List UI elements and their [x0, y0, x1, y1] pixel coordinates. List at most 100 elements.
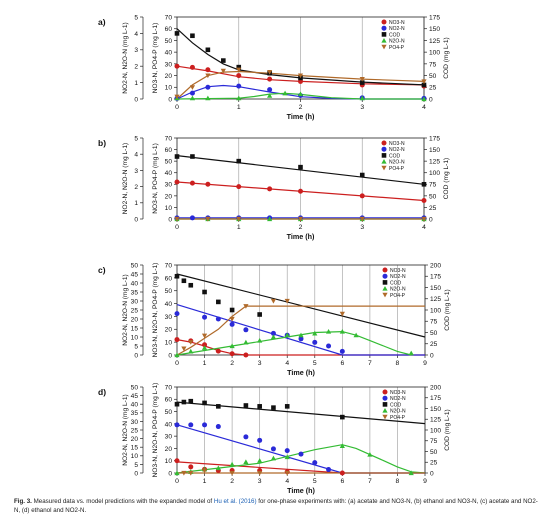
y-outer-tick-label: 50 [131, 384, 139, 391]
legend-entry: NO3-N [390, 268, 406, 274]
y-outer-tick-label: 40 [131, 280, 139, 287]
y-right-tick-label: 0 [429, 216, 433, 223]
data-point-cod [205, 47, 211, 53]
legend-entry: NO2-N [390, 396, 406, 402]
x-tick-label: 8 [396, 478, 400, 485]
data-point-po4-p [267, 69, 273, 75]
data-point-n2o-n [297, 91, 304, 97]
data-point-n2o-n [282, 90, 288, 96]
data-point-cod [236, 64, 242, 70]
y-outer-tick-label: 0 [134, 352, 138, 359]
y-right-tick-label: 175 [430, 274, 441, 281]
y-right-tick-label: 75 [430, 319, 438, 326]
data-point-cod [359, 80, 365, 85]
y-inner-tick-label: 40 [165, 301, 173, 308]
y-inner-tick-label: 0 [168, 470, 172, 477]
y-inner-tick-label: 30 [165, 434, 173, 441]
x-tick-label: 7 [368, 478, 372, 485]
data-point-cod [188, 282, 194, 288]
legend-entry: PO4-P [389, 45, 405, 51]
x-tick-label: 4 [285, 478, 289, 485]
y-outer-tick-label: 1 [134, 200, 138, 207]
y-outer-tick-label: 0 [134, 216, 138, 223]
data-point-po4-p [201, 468, 208, 474]
y-right-tick-label: 125 [430, 296, 441, 303]
x-tick-label: 2 [230, 360, 234, 367]
legend-entry: N2O-N [389, 160, 405, 166]
data-point-no3-n [267, 186, 273, 192]
data-point-n2o-n [339, 443, 345, 449]
y-inner-tick-label: 40 [165, 170, 173, 177]
data-point-po4-p [236, 67, 242, 73]
data-point-n2o-n [236, 95, 242, 101]
x-tick-label: 9 [423, 478, 427, 485]
model-line-n2o-n [176, 330, 412, 356]
y-inner-tick-label: 60 [165, 26, 173, 33]
data-point-no2-n [243, 327, 249, 333]
data-point-no2-n [243, 434, 249, 440]
y-inner-tick-label: 70 [165, 262, 173, 269]
x-tick-label: 6 [340, 360, 344, 367]
data-point-no3-n [202, 342, 208, 348]
data-point-n2o-n [339, 329, 345, 334]
legend-entry: PO4-P [390, 293, 406, 299]
legend-marker [382, 402, 388, 407]
data-point-cod [188, 398, 194, 404]
x-tick-label: 2 [299, 104, 303, 111]
data-point-n2o-n [408, 470, 414, 476]
model-line-no3-n [176, 461, 425, 474]
caption-reference-link[interactable]: Hu et al. (2016) [213, 498, 257, 505]
x-tick-label: 6 [340, 478, 344, 485]
data-point-n2o-n [284, 332, 290, 338]
legend-entry: COD [389, 153, 401, 159]
legend-marker [382, 280, 388, 285]
y-inner-tick-label: 0 [168, 96, 172, 103]
x-tick-label: 3 [258, 360, 262, 367]
y-outer-tick-label: 2 [134, 64, 138, 71]
y-right-tick-label: 175 [429, 135, 440, 142]
panel-label: c) [98, 265, 106, 275]
data-point-po4-p [284, 470, 290, 476]
y-right-tick-label: 100 [429, 50, 440, 57]
legend-entry: N2O-N [389, 39, 405, 45]
x-tick-label: 1 [237, 224, 241, 231]
chart-panel-1: 0102030405060700123450255075100125150175… [98, 14, 450, 121]
caption-text-before: Measured data vs. model predictions with… [33, 498, 213, 505]
x-axis-title: Time (h) [287, 368, 315, 377]
data-point-cod [271, 405, 276, 410]
y-inner-tick-label: 50 [165, 288, 173, 295]
data-point-no3-n [174, 458, 180, 464]
data-point-no2-n [270, 446, 276, 452]
x-tick-label: 1 [237, 104, 241, 111]
y-right-tick-label: 75 [429, 61, 437, 68]
x-axis-title: Time (h) [287, 112, 315, 121]
y-inner-tick-label: 20 [165, 73, 173, 80]
data-point-n2o-n [312, 330, 318, 336]
chart-panel-2: 0102030405060700123450255075100125150175… [98, 135, 450, 241]
y-right-axis-title: COD (mg L-1) [443, 37, 450, 78]
data-point-n2o-n [298, 332, 304, 338]
y-outer-tick-label: 5 [134, 343, 138, 350]
y-inner-tick-label: 50 [165, 38, 173, 45]
y-outer-tick-label: 30 [131, 298, 139, 305]
y-inner-axis-title: NO3-N, N2O-N, PO4-P (mg L-1) [152, 383, 159, 478]
data-point-cod [298, 164, 303, 170]
y-outer-tick-label: 20 [131, 436, 139, 443]
data-point-po4-p [189, 85, 196, 90]
y-outer-tick-label: 5 [134, 135, 138, 142]
data-point-po4-p [297, 73, 304, 79]
data-point-po4-p [421, 216, 427, 222]
data-point-po4-p [359, 77, 365, 82]
x-tick-label: 0 [175, 478, 179, 485]
y-outer-tick-label: 35 [131, 289, 139, 296]
data-point-po4-p [181, 470, 187, 476]
y-right-tick-label: 125 [429, 159, 440, 166]
data-point-cod [181, 399, 187, 405]
y-right-tick-label: 150 [429, 26, 440, 33]
data-point-no2-n [229, 321, 235, 327]
data-point-no2-n [312, 339, 318, 345]
y-outer-tick-label: 25 [131, 307, 139, 314]
y-inner-tick-label: 30 [165, 182, 173, 189]
data-point-no2-n [174, 422, 180, 428]
data-point-no2-n [189, 90, 195, 96]
